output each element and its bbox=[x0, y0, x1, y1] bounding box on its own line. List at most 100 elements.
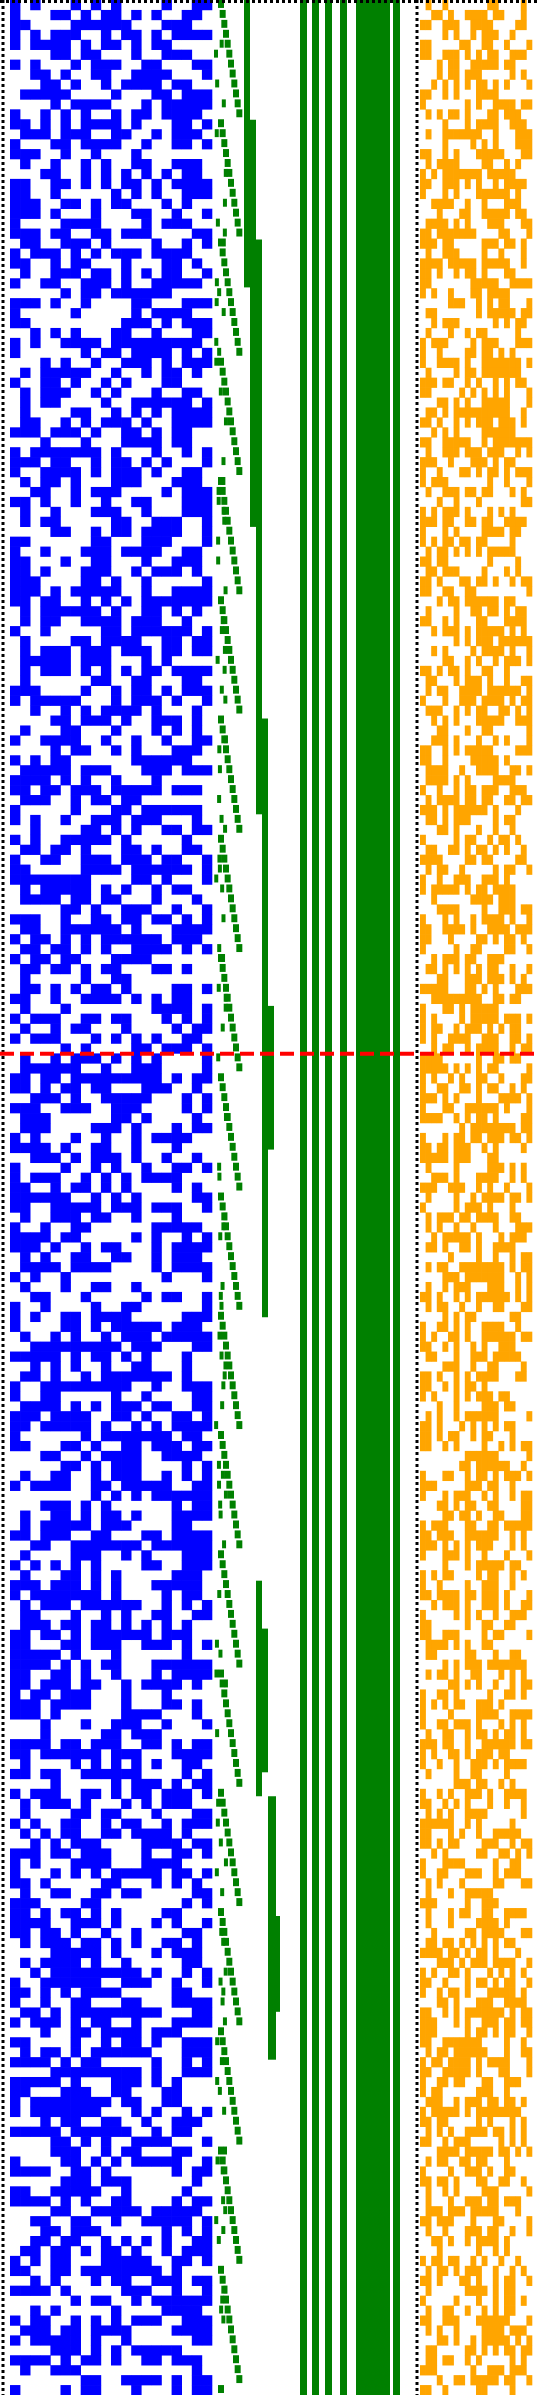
blue-cell bbox=[191, 1749, 203, 1760]
blue-cell bbox=[151, 188, 162, 200]
orange-cell bbox=[442, 1858, 449, 1869]
blue-cell bbox=[80, 1669, 92, 1680]
orange-cell bbox=[442, 536, 449, 547]
orange-cell bbox=[476, 1351, 482, 1362]
orange-cell bbox=[492, 596, 499, 607]
blue-cell bbox=[181, 357, 193, 368]
orange-cell bbox=[509, 695, 516, 706]
orange-cell bbox=[526, 735, 533, 746]
orange-cell bbox=[436, 9, 443, 21]
orange-cell bbox=[448, 69, 454, 80]
orange-cell bbox=[498, 397, 505, 408]
blue-cell bbox=[171, 2265, 182, 2277]
orange-cell bbox=[453, 1361, 460, 1372]
orange-cell bbox=[453, 705, 460, 716]
orange-cell bbox=[492, 1470, 499, 1482]
green-stair-dot bbox=[219, 2305, 224, 2314]
blue-cell bbox=[80, 1291, 92, 1303]
green-stair-step bbox=[228, 1609, 234, 1618]
blue-cell bbox=[90, 2156, 102, 2167]
orange-cell bbox=[425, 1411, 432, 1422]
blue-cell bbox=[141, 2007, 152, 2018]
orange-cell bbox=[470, 1361, 477, 1372]
blue-cell bbox=[10, 1868, 21, 1879]
orange-cell bbox=[464, 39, 471, 50]
blue-cell bbox=[181, 2146, 193, 2157]
blue-cell bbox=[191, 318, 203, 329]
blue-cell bbox=[20, 1808, 31, 1819]
blue-cell bbox=[161, 874, 172, 885]
blue-cell bbox=[30, 924, 41, 935]
blue-cell bbox=[30, 2076, 41, 2088]
blue-cell bbox=[151, 69, 162, 80]
orange-cell bbox=[448, 1043, 454, 1054]
orange-cell bbox=[487, 1291, 494, 1303]
orange-cell bbox=[425, 1917, 432, 1929]
orange-cell bbox=[459, 1699, 466, 1710]
orange-cell bbox=[515, 1212, 522, 1223]
blue-cell bbox=[60, 844, 71, 855]
blue-cell bbox=[100, 894, 112, 905]
blue-cell bbox=[131, 824, 142, 836]
blue-cell bbox=[141, 2375, 152, 2386]
blue-cell bbox=[151, 1421, 162, 1432]
blue-cell bbox=[40, 1917, 51, 1929]
blue-cell bbox=[201, 1301, 213, 1313]
blue-cell bbox=[171, 516, 182, 527]
blue-cell bbox=[70, 1341, 81, 1352]
blue-cell bbox=[90, 0, 102, 11]
blue-cell bbox=[50, 665, 61, 677]
orange-cell bbox=[487, 1659, 494, 1670]
blue-cell bbox=[141, 1043, 152, 1054]
orange-cell bbox=[476, 1371, 482, 1382]
orange-cell bbox=[509, 437, 516, 448]
orange-cell bbox=[492, 149, 499, 160]
blue-cell bbox=[40, 934, 51, 945]
blue-cell bbox=[121, 278, 132, 289]
blue-cell bbox=[100, 159, 112, 170]
orange-cell bbox=[487, 556, 494, 567]
orange-cell bbox=[481, 1043, 488, 1054]
blue-cell bbox=[181, 1232, 193, 1243]
blue-cell bbox=[111, 1490, 122, 1501]
blue-cell bbox=[90, 218, 102, 229]
blue-cell bbox=[60, 1411, 71, 1422]
blue-cell bbox=[141, 337, 152, 349]
blue-cell bbox=[80, 2067, 92, 2078]
blue-cell bbox=[10, 785, 21, 796]
blue-cell bbox=[20, 1023, 31, 1034]
orange-cell bbox=[448, 1361, 454, 1372]
blue-cell bbox=[20, 2037, 31, 2048]
blue-cell bbox=[100, 1331, 112, 1342]
blue-cell bbox=[30, 934, 41, 945]
orange-cell bbox=[425, 606, 432, 617]
blue-cell bbox=[191, 586, 203, 597]
blue-cell bbox=[70, 894, 81, 905]
orange-cell bbox=[476, 804, 482, 816]
blue-cell bbox=[131, 109, 142, 120]
blue-cell bbox=[201, 1818, 213, 1829]
blue-cell bbox=[121, 1431, 132, 1442]
orange-cell bbox=[481, 1421, 488, 1432]
blue-cell bbox=[141, 2315, 152, 2326]
orange-cell bbox=[509, 1580, 516, 1591]
orange-cell bbox=[476, 963, 482, 975]
orange-cell bbox=[425, 963, 432, 975]
orange-cell bbox=[515, 715, 522, 726]
blue-cell bbox=[141, 675, 152, 687]
orange-cell bbox=[431, 2086, 438, 2098]
blue-cell bbox=[60, 2086, 71, 2098]
orange-cell bbox=[442, 556, 449, 567]
green-stair-dot bbox=[223, 2146, 228, 2155]
blue-cell bbox=[70, 586, 81, 597]
blue-cell bbox=[131, 1490, 142, 1501]
orange-cell bbox=[425, 1301, 432, 1313]
orange-cell bbox=[453, 1699, 460, 1710]
orange-cell bbox=[442, 1629, 449, 1641]
blue-cell bbox=[50, 1033, 61, 1044]
green-stair-dot bbox=[216, 1460, 221, 1469]
blue-cell bbox=[171, 1132, 182, 1144]
blue-cell bbox=[20, 993, 31, 1005]
orange-cell bbox=[492, 526, 499, 537]
blue-cell bbox=[10, 1659, 21, 1670]
